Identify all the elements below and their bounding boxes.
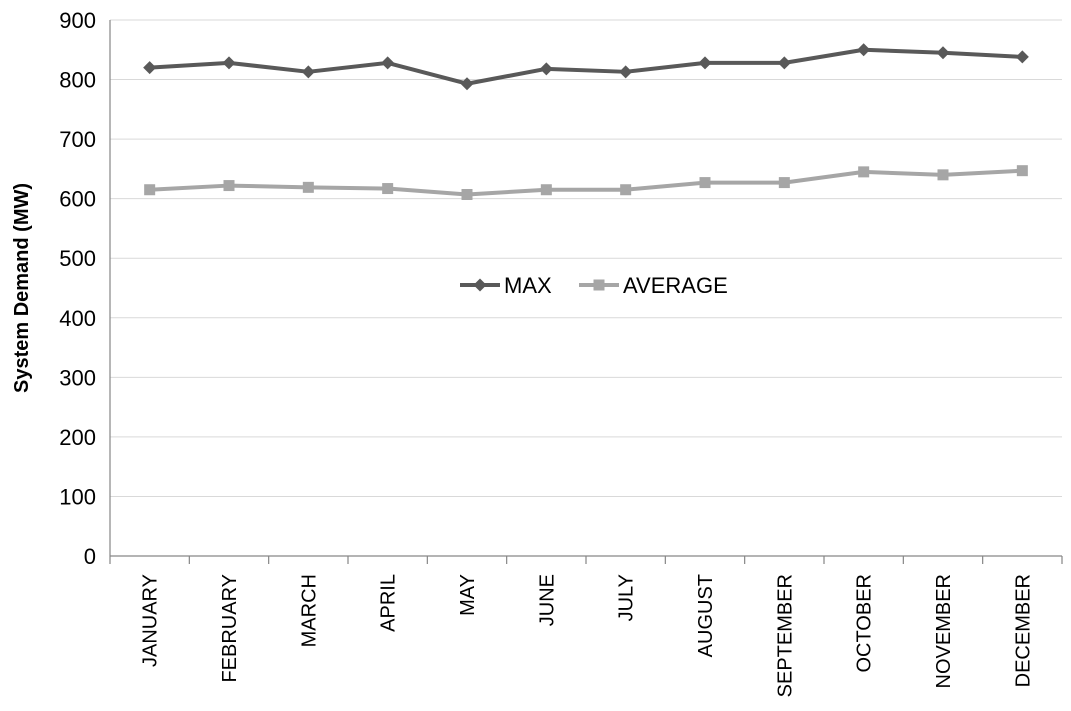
series-line-max: [149, 47, 1023, 86]
y-tick-800: 800: [59, 68, 96, 93]
data-point-max: [460, 77, 474, 91]
legend-marker-average: [593, 279, 605, 291]
axes: [109, 20, 1063, 564]
y-tick-900: 900: [59, 8, 96, 33]
y-tick-300: 300: [59, 365, 96, 390]
data-point-max: [857, 43, 871, 57]
data-point-max: [1015, 50, 1029, 64]
legend-marker-max: [473, 278, 487, 292]
x-tick-september: SEPTEMBER: [774, 574, 796, 697]
series: [143, 43, 1029, 200]
data-point-average: [540, 184, 552, 196]
x-tick-december: DECEMBER: [1012, 574, 1034, 687]
x-tick-june: JUNE: [536, 574, 558, 626]
data-point-average: [1016, 165, 1028, 177]
x-tick-july: JULY: [616, 574, 638, 621]
data-point-average: [620, 184, 632, 196]
x-tick-november: NOVEMBER: [933, 574, 955, 688]
data-point-average: [699, 177, 711, 189]
legend-label-average: AVERAGE: [623, 273, 728, 298]
x-tick-march: MARCH: [298, 574, 320, 647]
series-line-average: [149, 168, 1023, 197]
y-tick-600: 600: [59, 187, 96, 212]
y-tick-0: 0: [84, 544, 96, 569]
data-point-average: [778, 177, 790, 189]
gridlines: [110, 19, 1062, 497]
data-point-average: [382, 183, 394, 195]
y-tick-500: 500: [59, 246, 96, 271]
legend-label-max: MAX: [504, 273, 552, 298]
y-tick-200: 200: [59, 425, 96, 450]
y-tick-700: 700: [59, 127, 96, 152]
y-tick-400: 400: [59, 306, 96, 331]
data-point-average: [144, 184, 156, 196]
data-point-max: [301, 65, 315, 79]
data-point-max: [619, 65, 633, 79]
y-axis-label: System Demand (MW): [11, 183, 33, 393]
data-point-max: [222, 56, 236, 70]
x-tick-october: OCTOBER: [854, 574, 876, 673]
y-tick-100: 100: [59, 484, 96, 509]
x-tick-august: AUGUST: [695, 574, 717, 657]
x-tick-may: MAY: [457, 574, 479, 616]
data-point-max: [539, 62, 553, 76]
data-point-max: [381, 56, 395, 70]
legend: MAX AVERAGE: [460, 273, 728, 298]
data-point-average: [858, 166, 870, 178]
x-tick-february: FEBRUARY: [219, 574, 241, 683]
data-point-average: [937, 169, 949, 181]
data-point-average: [302, 181, 314, 193]
x-tick-labels: JANUARY FEBRUARY MARCH APRIL MAY JUNE JULY AUGU…: [140, 574, 1035, 697]
data-point-max: [936, 46, 950, 60]
data-point-average: [223, 180, 235, 192]
data-point-max: [143, 61, 157, 75]
data-point-max: [698, 56, 712, 70]
x-tick-april: APRIL: [378, 574, 400, 632]
data-point-max: [777, 56, 791, 70]
x-tick-january: JANUARY: [140, 574, 162, 667]
data-point-average: [461, 188, 473, 200]
y-tick-labels: 0 100 200 300 400 500 600 700 800 900: [59, 8, 96, 569]
